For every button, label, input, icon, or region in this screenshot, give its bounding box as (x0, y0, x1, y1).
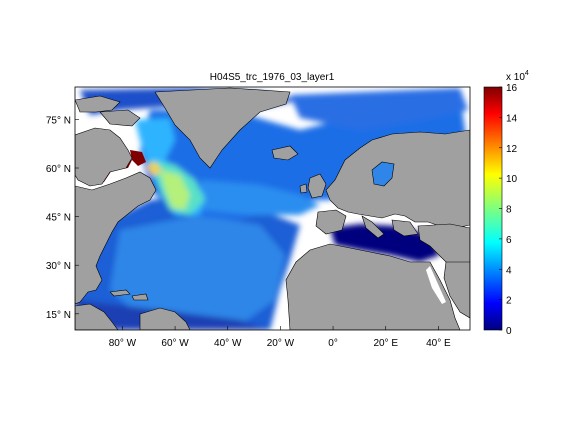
longitude-tick-label: 20° W (267, 338, 295, 349)
longitude-tick-label: 20° E (373, 338, 398, 349)
map-title: H04S5_trc_1976_03_layer1 (210, 72, 335, 83)
colorbar-tick-label: 16 (506, 83, 518, 94)
colorbar-tick-label: 2 (506, 296, 512, 307)
latitude-tick-label: 75° N (46, 115, 71, 126)
colorbar-multiplier-base: x 10 (506, 72, 525, 83)
colorbar-tick-label: 0 (506, 326, 512, 337)
colorbar-multiplier: x 104 (506, 70, 529, 83)
colorbar-tick-label: 6 (506, 235, 512, 246)
europe-land (325, 129, 470, 229)
longitude-tick-label: 40° W (214, 338, 242, 349)
colorbar-multiplier-exponent: 4 (525, 70, 529, 77)
latitude-tick-label: 45° N (46, 213, 71, 224)
longitude-tick-label: 40° E (426, 338, 451, 349)
north-america-land (75, 127, 133, 187)
colorbar-tick-label: 12 (506, 144, 518, 155)
colorbar-tick-label: 8 (506, 205, 512, 216)
longitude-tick-label: 60° W (161, 338, 189, 349)
land-masses (75, 87, 470, 330)
map-frame (74, 86, 471, 331)
latitude-ticks: 75° N 60° N 45° N 30° N 15° N (46, 115, 79, 321)
longitude-tick-label: 80° W (109, 338, 137, 349)
colorbar-tick-label: 10 (506, 174, 518, 185)
africa-land (285, 243, 461, 330)
colorbar-tick-label: 14 (506, 113, 518, 124)
greenland-land (154, 87, 291, 169)
latitude-tick-label: 15° N (46, 310, 71, 321)
longitude-tick-label: 0° (328, 338, 338, 349)
longitude-ticks: 80° W 60° W 40° W 20° W 0° 20° E 40° E (109, 326, 451, 349)
colorbar-tick-label: 4 (506, 265, 512, 276)
south-america-land (139, 307, 191, 330)
latitude-tick-label: 30° N (46, 261, 71, 272)
map-area (75, 87, 470, 330)
colorbar-ticks: 16 14 12 10 8 6 4 2 0 (499, 83, 518, 337)
latitude-tick-label: 60° N (46, 164, 71, 175)
